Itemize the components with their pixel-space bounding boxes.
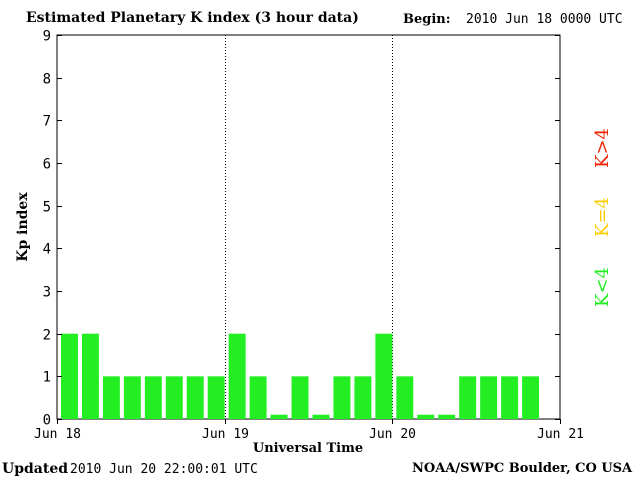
y-tick-label: 6 bbox=[43, 157, 51, 173]
x-axis-label: Universal Time bbox=[253, 441, 363, 456]
y-tick-label: 8 bbox=[43, 72, 51, 88]
kp-bar bbox=[501, 376, 519, 419]
x-tick-label: Jun 20 bbox=[369, 427, 416, 442]
begin-value: 2010 Jun 18 0000 UTC bbox=[466, 12, 623, 27]
kp-bar bbox=[375, 333, 393, 419]
kp-bar bbox=[354, 376, 372, 419]
kp-bar bbox=[480, 376, 498, 419]
kp-bar bbox=[144, 376, 162, 419]
x-tick-label: Jun 18 bbox=[34, 427, 81, 442]
legend-entry: K>4 bbox=[592, 128, 613, 168]
kp-bar bbox=[102, 376, 120, 419]
legend-entry: K=4 bbox=[592, 197, 613, 237]
kp-bar bbox=[459, 376, 477, 419]
kp-bar bbox=[396, 376, 414, 419]
kp-bar bbox=[522, 376, 540, 419]
y-tick-label: 7 bbox=[43, 114, 51, 130]
kp-bar bbox=[312, 414, 330, 419]
y-tick-label: 5 bbox=[43, 200, 51, 216]
kp-bar bbox=[417, 414, 435, 419]
y-tick-label: 9 bbox=[43, 29, 51, 45]
chart-title: Estimated Planetary K index (3 hour data… bbox=[26, 10, 359, 26]
kp-bar bbox=[123, 376, 141, 419]
y-tick-label: 2 bbox=[43, 328, 51, 344]
kp-bar bbox=[438, 414, 456, 419]
kp-bar bbox=[228, 333, 246, 419]
kp-bar bbox=[186, 376, 204, 419]
kp-bar bbox=[270, 414, 288, 419]
kp-bar bbox=[165, 376, 183, 419]
y-tick-label: 0 bbox=[43, 413, 51, 429]
y-tick-label: 4 bbox=[43, 242, 51, 258]
updated-label: Updated bbox=[2, 461, 69, 477]
credit: NOAA/SWPC Boulder, CO USA bbox=[412, 461, 633, 476]
y-tick-label: 1 bbox=[43, 370, 51, 386]
begin-label: Begin: bbox=[403, 12, 451, 27]
x-tick-label: Jun 19 bbox=[202, 427, 249, 442]
kp-bar bbox=[61, 333, 78, 419]
kp-bar bbox=[333, 376, 351, 419]
kp-bar bbox=[207, 376, 225, 419]
legend-entry: K<4 bbox=[592, 267, 613, 307]
x-tick-label: Jun 21 bbox=[537, 427, 584, 442]
kp-bar bbox=[291, 376, 309, 419]
updated-value: 2010 Jun 20 22:00:01 UTC bbox=[70, 462, 258, 477]
kp-bar bbox=[249, 376, 267, 419]
kp-bar bbox=[81, 333, 99, 419]
y-axis-label: Kp index bbox=[15, 192, 31, 262]
plot-area bbox=[56, 34, 561, 420]
y-tick-label: 3 bbox=[43, 285, 51, 301]
